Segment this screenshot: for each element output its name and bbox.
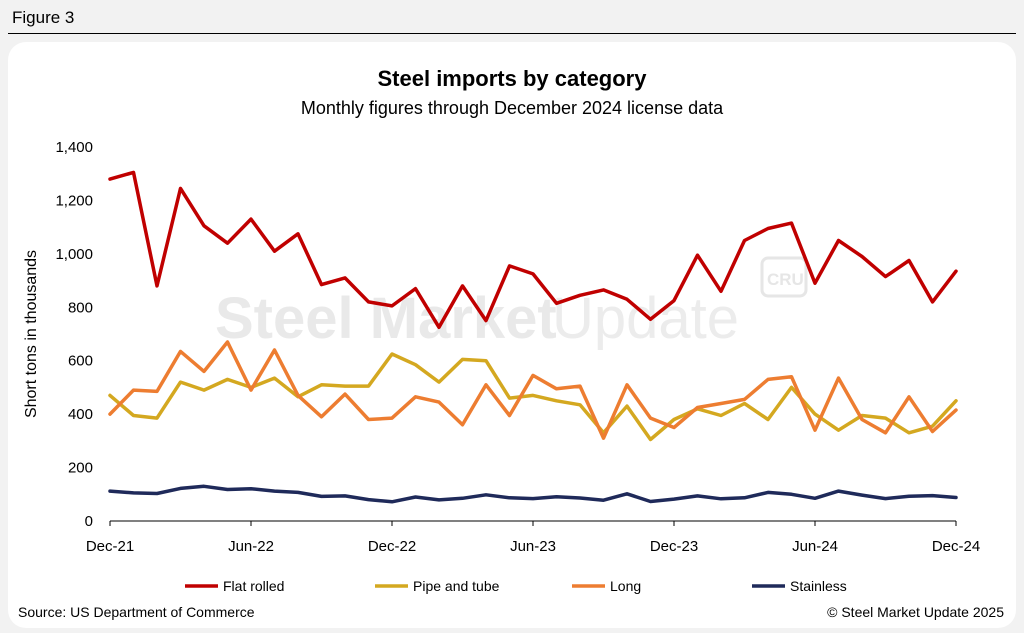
- header-rule: [8, 33, 1016, 34]
- y-tick-label: 1,000: [55, 246, 93, 263]
- x-tick-label: Dec-24: [932, 538, 980, 555]
- y-tick-label: 200: [68, 460, 93, 477]
- x-tick-label: Jun-23: [510, 538, 556, 555]
- watermark-badge: CRU: [767, 270, 804, 289]
- watermark-brand-light: Update: [552, 286, 739, 351]
- chart-panel: [8, 42, 1016, 628]
- watermark-brand-bold: Steel Market: [215, 286, 557, 351]
- legend-label-pipe-and-tube: Pipe and tube: [413, 578, 500, 594]
- chart-title: Steel imports by category: [378, 66, 648, 91]
- y-axis-label: Short tons in thousands: [23, 250, 40, 418]
- series-lines: [108, 170, 958, 504]
- y-tick-label: 1,200: [55, 192, 93, 209]
- series-line-flat-rolled: [108, 170, 958, 330]
- y-axis-ticks: 0 200 400 600 800 1,000 1,200 1,400: [55, 139, 93, 530]
- legend-label-long: Long: [610, 578, 641, 594]
- y-tick-label: 1,400: [55, 139, 93, 156]
- x-tick-label: Dec-22: [368, 538, 416, 555]
- legend-label-stainless: Stainless: [790, 578, 847, 594]
- figure-label: Figure 3: [12, 8, 75, 27]
- series-line-long: [108, 340, 958, 440]
- series-line-stainless: [108, 484, 958, 504]
- watermark: Steel Market Update CRU: [215, 256, 808, 351]
- source-note: Source: US Department of Commerce: [18, 604, 255, 620]
- copyright-note: © Steel Market Update 2025: [827, 604, 1004, 620]
- y-tick-label: 800: [68, 299, 93, 316]
- x-tick-label: Dec-23: [650, 538, 698, 555]
- watermark-badge-frame: [760, 256, 808, 298]
- x-tick-label: Dec-21: [86, 538, 134, 555]
- x-tick-label: Jun-24: [792, 538, 838, 555]
- x-axis-ticks: Dec-21 Jun-22 Dec-22 Jun-23 Dec-23 Jun-24 Dec-…: [86, 521, 980, 555]
- y-tick-label: 0: [85, 513, 93, 530]
- legend: Flat rolled Pipe and tube Long Stainless: [185, 578, 847, 594]
- x-tick-label: Jun-22: [228, 538, 274, 555]
- legend-label-flat-rolled: Flat rolled: [223, 578, 284, 594]
- y-tick-label: 600: [68, 353, 93, 370]
- chart-subtitle: Monthly figures through December 2024 li…: [301, 98, 724, 118]
- y-tick-label: 400: [68, 406, 93, 423]
